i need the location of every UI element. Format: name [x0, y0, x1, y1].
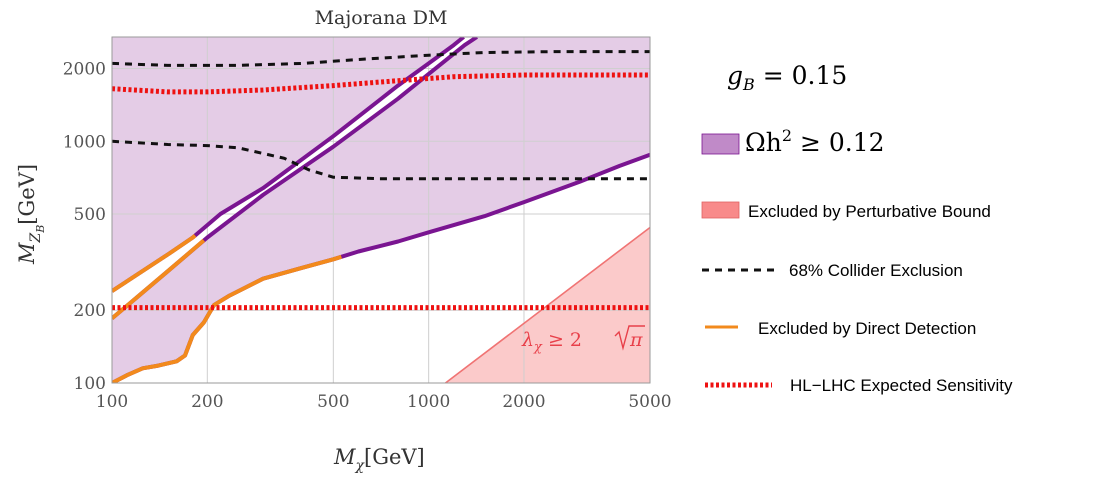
x-tick-label-4: 2000	[502, 392, 545, 412]
legend-item-hl-lhc: HL−LHC Expected Sensitivity	[705, 376, 1013, 395]
legend-item-relic: Ωh2 ≥ 0.12	[701, 126, 885, 157]
svg-text:Mχ[GeV]: Mχ[GeV]	[333, 445, 425, 474]
x-axis-title: Mχ[GeV]	[333, 445, 425, 474]
collider-exclusion-curve-0	[112, 50, 650, 67]
svg-text:λχ ≥ 2: λχ ≥ 2	[521, 329, 582, 355]
sqrt-sign	[614, 325, 645, 351]
svg-text:MZB[GeV]: MZB[GeV]	[15, 164, 47, 265]
hl-lhc-sensitivity-curve-2	[112, 72, 650, 95]
x-tick-label-2: 500	[317, 392, 349, 412]
y-tick-label-1: 200	[74, 301, 106, 321]
svg-text:Excluded by Direct Detection: Excluded by Direct Detection	[758, 319, 976, 338]
plot-frame	[111, 36, 651, 384]
grid	[112, 37, 650, 383]
y-tick-label-0: 100	[74, 374, 106, 394]
legend-item-collider: 68% Collider Exclusion	[702, 261, 963, 280]
svg-text:68% Collider Exclusion: 68% Collider Exclusion	[789, 261, 963, 280]
relic-density-region	[112, 37, 650, 383]
y-tick-label-4: 2000	[63, 60, 106, 80]
y-axis-title: MZB[GeV]	[15, 164, 47, 265]
y-tick-label-3: 1000	[63, 132, 106, 152]
svg-text:HL−LHC Expected Sensitivity: HL−LHC Expected Sensitivity	[790, 376, 1013, 395]
x-tick-label-1: 200	[191, 392, 223, 412]
y-tick-labels: 100 200 500 1000 2000	[63, 60, 106, 394]
x-tick-label-5: 5000	[628, 392, 671, 412]
x-tick-label-0: 100	[96, 392, 128, 412]
legend: Ωh2 ≥ 0.12 Excluded by Perturbative Boun…	[701, 126, 1013, 395]
perturbative-annotation: λχ ≥ 2 π	[521, 325, 645, 355]
perturbative-swatch	[701, 201, 740, 219]
curves	[112, 37, 650, 383]
funnel-line-2-direct-detection	[112, 233, 197, 293]
x-tick-labels: 100 200 500 1000 2000 5000	[96, 392, 672, 412]
x-tick-label-3: 1000	[407, 392, 450, 412]
svg-text:π: π	[629, 329, 643, 351]
legend-item-perturbative: Excluded by Perturbative Bound	[701, 201, 991, 221]
chart-title: Majorana DM	[315, 7, 448, 29]
funnel-line-1-direct-detection	[112, 238, 206, 320]
svg-text:Excluded by Perturbative Bound: Excluded by Perturbative Bound	[748, 202, 991, 221]
relic-lower-boundary-direct-detection	[112, 254, 342, 383]
svg-text:gB = 0.15: gB = 0.15	[727, 61, 847, 94]
y-tick-label-2: 500	[74, 205, 106, 225]
coupling-label: gB = 0.15	[727, 61, 847, 94]
svg-text:Ωh2 ≥ 0.12: Ωh2 ≥ 0.12	[745, 126, 885, 157]
legend-item-direct-detection: Excluded by Direct Detection	[705, 319, 976, 338]
collider-exclusion-curve-1	[112, 139, 650, 181]
relic-swatch	[701, 133, 740, 155]
